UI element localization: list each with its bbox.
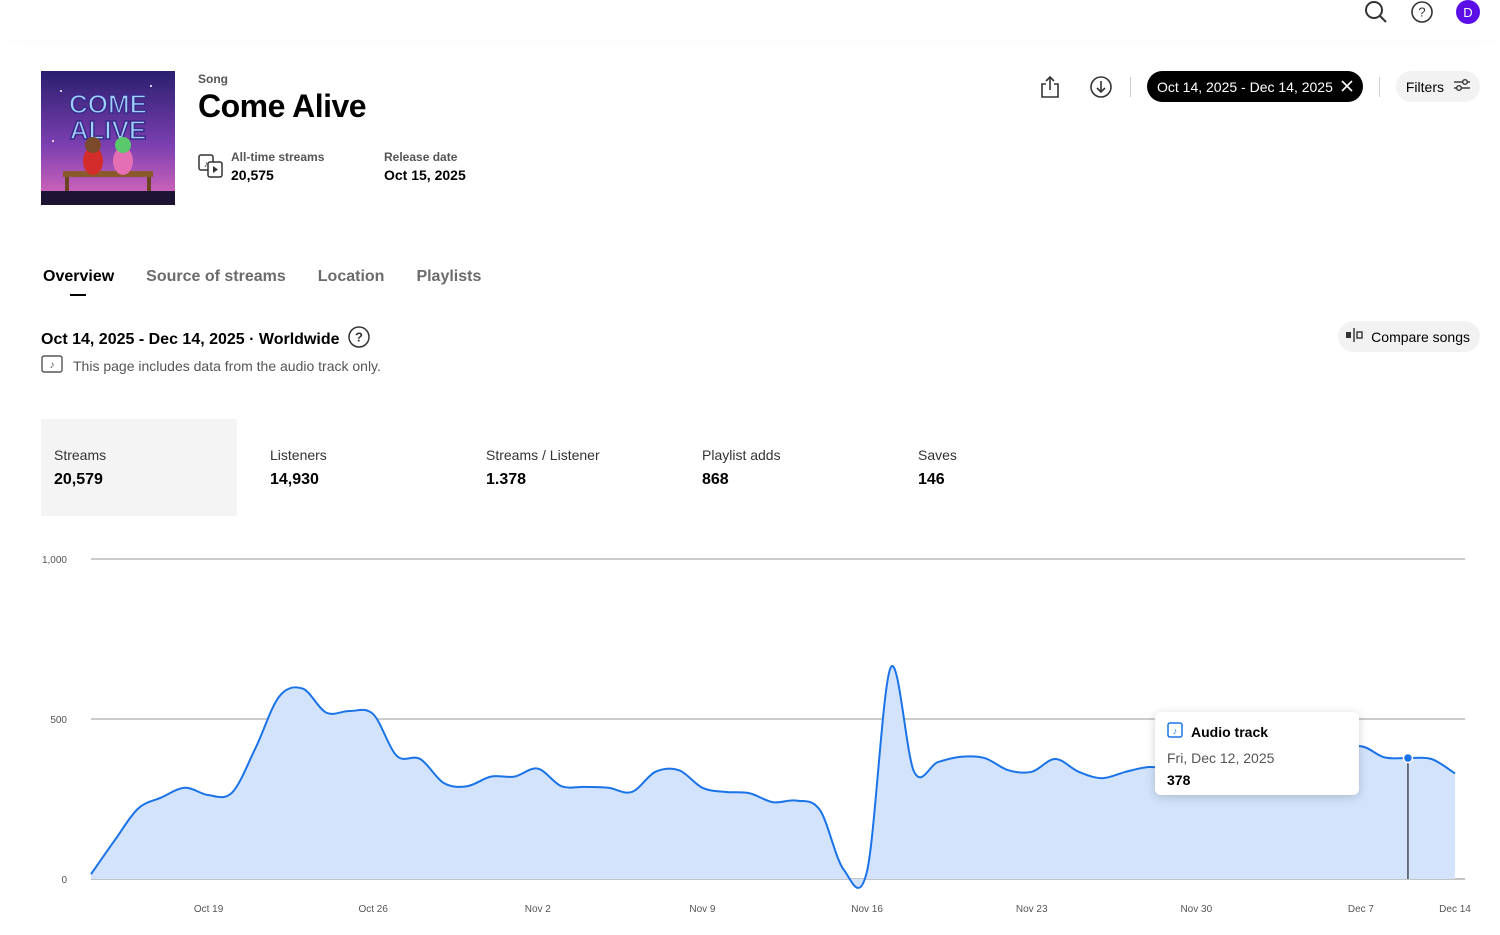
tooltip-value: 378	[1167, 772, 1191, 788]
svg-text:?: ?	[1418, 5, 1425, 20]
avatar[interactable]: D	[1456, 0, 1480, 24]
x-tick-label: Nov 9	[689, 904, 716, 915]
streams-area	[91, 666, 1455, 888]
x-tick-label: Nov 16	[851, 904, 883, 915]
all-time-streams: All-time streams 20,575	[231, 150, 324, 183]
hover-point	[1402, 752, 1414, 764]
tab-bar: Overview Source of streams Location Play…	[43, 268, 482, 296]
x-tick-label: Dec 14	[1439, 904, 1471, 915]
overview-range-title: Oct 14, 2025 - Dec 14, 2025 · Worldwide …	[41, 326, 370, 353]
x-tick-label: Nov 23	[1016, 904, 1048, 915]
metric-label: Playlist adds	[702, 447, 781, 463]
header-actions: Oct 14, 2025 - Dec 14, 2025 Filters	[1012, 71, 1480, 102]
audio-only-notice: ♪ This page includes data from the audio…	[41, 355, 381, 376]
tooltip-date: Fri, Dec 12, 2025	[1167, 750, 1275, 766]
audio-track-icon: ♪	[1167, 722, 1183, 741]
x-tick-label: Nov 2	[525, 904, 552, 915]
song-title: Come Alive	[198, 88, 367, 124]
release-date-value: Oct 15, 2025	[384, 167, 466, 183]
close-icon[interactable]	[1341, 79, 1353, 95]
divider	[1129, 76, 1131, 97]
info-icon[interactable]: ?	[347, 326, 370, 353]
release-date-label: Release date	[384, 150, 458, 164]
compare-songs-label: Compare songs	[1371, 328, 1470, 345]
metric-listeners[interactable]: Listeners 14,930	[257, 419, 473, 516]
metric-streams-per-listener[interactable]: Streams / Listener 1.378	[473, 419, 689, 516]
filters-label: Filters	[1405, 78, 1444, 95]
metric-saves[interactable]: Saves 146	[905, 419, 1121, 516]
metric-value: 14,930	[270, 471, 319, 488]
share-icon[interactable]	[1037, 74, 1063, 100]
notice-text: This page includes data from the audio t…	[73, 357, 381, 374]
filters-button[interactable]: Filters	[1395, 71, 1480, 102]
song-kicker: Song	[198, 72, 228, 86]
download-icon[interactable]	[1088, 74, 1114, 100]
metric-streams[interactable]: Streams 20,579	[41, 419, 237, 516]
tab-playlists[interactable]: Playlists	[416, 268, 482, 285]
metric-value: 868	[702, 471, 729, 488]
x-tick-label: Nov 30	[1180, 904, 1212, 915]
range-title-text: Oct 14, 2025 - Dec 14, 2025 · Worldwide	[41, 330, 340, 348]
metric-value: 146	[918, 471, 945, 488]
all-time-streams-label: All-time streams	[231, 150, 325, 164]
top-icons: ? D	[1364, 0, 1480, 24]
tab-location[interactable]: Location	[317, 268, 385, 285]
compare-songs-button[interactable]: Compare songs	[1338, 321, 1480, 352]
help-icon[interactable]: ?	[1410, 0, 1434, 24]
search-icon[interactable]	[1364, 0, 1388, 24]
metric-label: Saves	[918, 447, 957, 463]
svg-text:?: ?	[355, 330, 363, 345]
metric-label: Streams	[54, 447, 107, 463]
metric-label: Listeners	[270, 447, 327, 463]
music-streams-icon: ♪	[198, 154, 226, 183]
y-tick-label: 500	[50, 715, 67, 726]
tab-source-of-streams[interactable]: Source of streams	[146, 268, 286, 285]
all-time-streams-value: 20,575	[231, 167, 274, 183]
metrics-row: Streams 20,579 Listeners 14,930 Streams …	[41, 419, 1121, 516]
divider	[1378, 76, 1380, 97]
chart-tooltip: ♪ Audio track Fri, Dec 12, 2025 378	[1155, 712, 1359, 795]
x-tick-label: Oct 26	[358, 904, 388, 915]
tooltip-title: Audio track	[1191, 723, 1269, 740]
date-range-chip[interactable]: Oct 14, 2025 - Dec 14, 2025	[1146, 71, 1363, 102]
svg-text:♪: ♪	[50, 360, 55, 371]
metric-label: Streams / Listener	[486, 447, 600, 463]
tab-overview[interactable]: Overview	[43, 268, 115, 296]
svg-text:♪: ♪	[1173, 726, 1178, 736]
svg-text:ALIVE: ALIVE	[70, 115, 147, 145]
metric-value: 20,579	[54, 471, 103, 488]
cover-title-text: COME	[69, 89, 147, 119]
metric-playlist-adds[interactable]: Playlist adds 868	[689, 419, 905, 516]
svg-text:♪: ♪	[204, 159, 209, 169]
song-cover-art: COME ALIVE	[41, 71, 175, 205]
x-tick-label: Oct 19	[194, 904, 224, 915]
metric-value: 1.378	[486, 471, 527, 488]
sliders-icon	[1454, 78, 1470, 95]
y-tick-label: 0	[61, 875, 67, 886]
audio-track-icon: ♪	[41, 355, 63, 376]
date-range-label: Oct 14, 2025 - Dec 14, 2025	[1156, 78, 1333, 95]
compare-icon	[1345, 328, 1363, 345]
top-bar: ? D	[0, 0, 1500, 40]
x-tick-label: Dec 7	[1348, 904, 1375, 915]
y-tick-label: 1,000	[42, 555, 67, 566]
release-date: Release date Oct 15, 2025	[384, 150, 466, 183]
